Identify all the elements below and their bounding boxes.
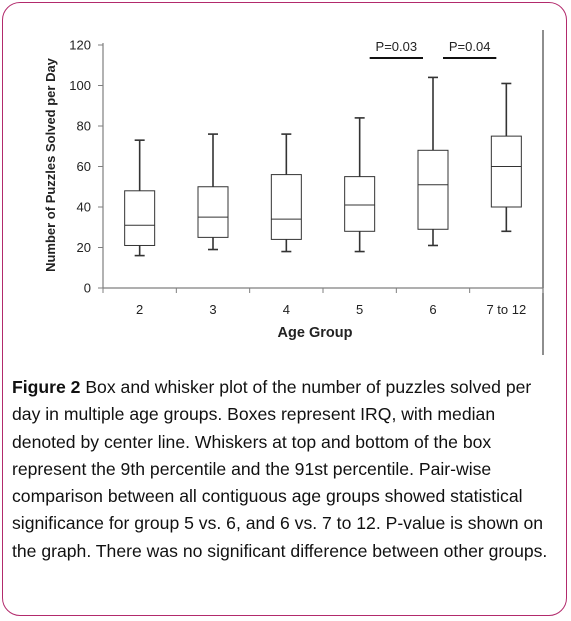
annotations: P=0.03 P=0.04: [369, 39, 497, 59]
iqr-box: [197, 186, 229, 238]
box-group-7-to-12: [490, 82, 522, 233]
p-value-label: P=0.03: [376, 39, 418, 54]
x-tick-label: 3: [209, 302, 216, 317]
box-group-6: [417, 76, 449, 247]
x-axis-label: Age Group: [278, 325, 353, 341]
box-group-3: [197, 133, 229, 251]
boxes: [124, 76, 522, 257]
x-tick-label: 6: [429, 302, 436, 317]
axes: 0 20 40 60 80 100 120 2 3 4 5 6 7 to 12: [69, 38, 544, 317]
iqr-box: [417, 149, 449, 230]
box-plot-chart: 0 20 40 60 80 100 120 2 3 4 5 6 7 to 12 P=0.03 P=0.04…: [43, 30, 544, 355]
y-tick-label: 40: [77, 200, 91, 215]
caption-text: Box and whisker plot of the number of pu…: [12, 377, 548, 561]
iqr-box: [270, 174, 302, 240]
y-axis-label: Number of Puzzles Solved per Day: [43, 57, 58, 272]
x-tick-label: 2: [136, 302, 143, 317]
x-tick-label: 5: [356, 302, 363, 317]
iqr-box: [490, 135, 522, 208]
box-group-4: [270, 133, 302, 253]
x-tick-label: 7 to 12: [486, 302, 526, 317]
iqr-box: [124, 190, 156, 246]
y-tick-label: 80: [77, 119, 91, 134]
box-group-5: [344, 117, 376, 253]
y-tick-label: 0: [84, 281, 91, 296]
figure-caption: Figure 2 Box and whisker plot of the num…: [12, 374, 560, 565]
y-tick-label: 60: [77, 159, 91, 174]
y-tick-label: 120: [69, 38, 91, 53]
y-tick-label: 100: [69, 78, 91, 93]
box-group-2: [124, 139, 156, 257]
y-tick-label: 20: [77, 240, 91, 255]
x-tick-label: 4: [283, 302, 290, 317]
iqr-box: [344, 176, 376, 232]
p-value-label: P=0.04: [449, 39, 491, 54]
figure-frame: [2, 2, 567, 616]
caption-label: Figure 2: [12, 377, 81, 397]
